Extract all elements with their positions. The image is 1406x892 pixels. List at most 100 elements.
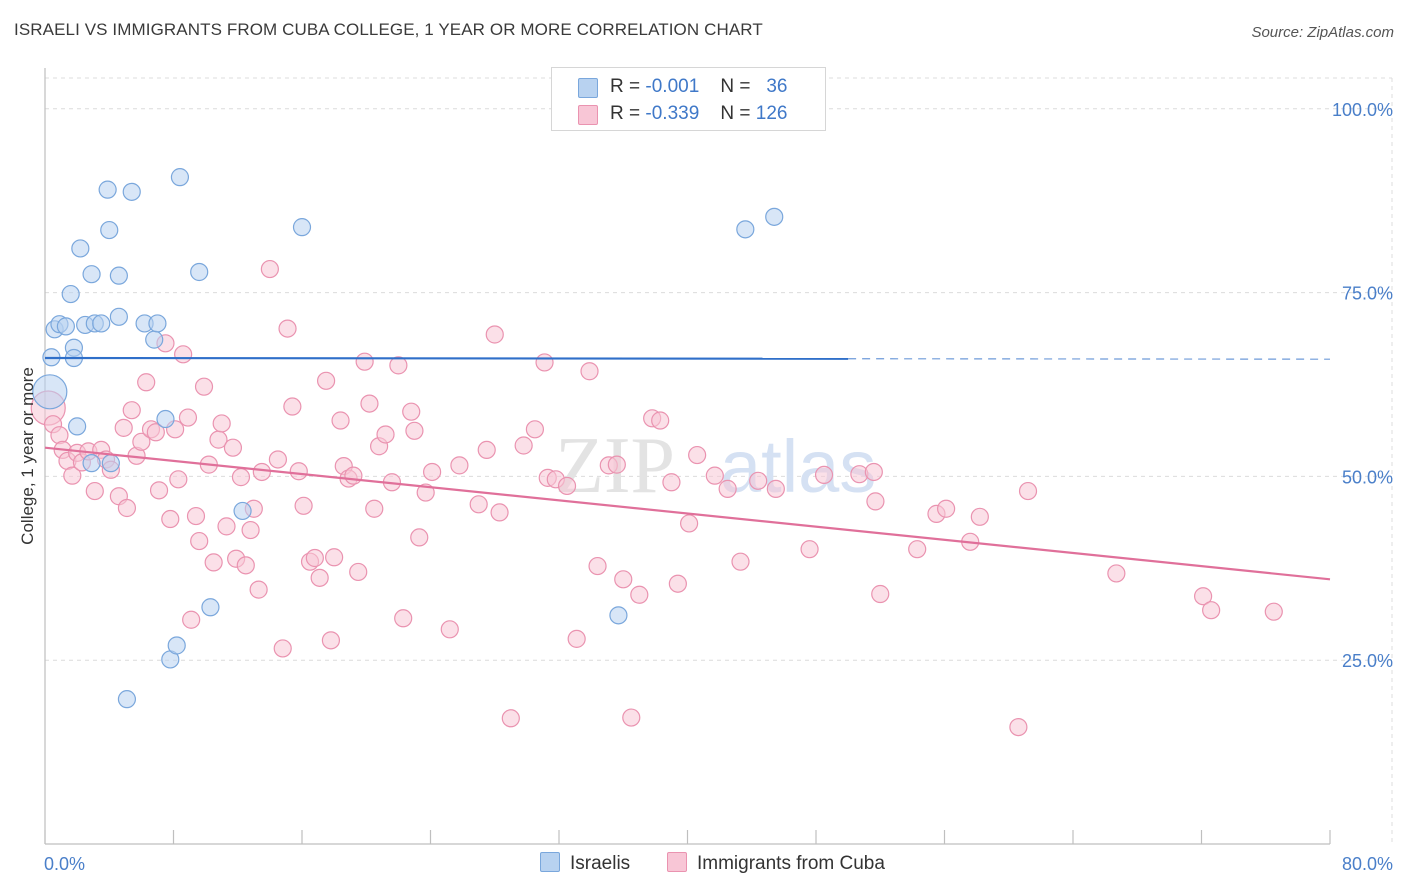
cuba-point [1107,564,1126,583]
cuba-point [405,421,424,440]
cuba-point [501,709,520,728]
israelis-point [201,598,220,617]
israelis-trend-line [44,356,849,360]
cuba-point [718,479,737,498]
cuba-point [450,456,469,475]
cuba-point [416,483,435,502]
israelis-point [109,266,128,285]
bottom-legend-israelis[interactable]: Israelis [540,852,630,875]
y-tick-label: 25.0% [1342,651,1393,671]
cuba-point [212,414,231,433]
cuba-point [651,411,670,430]
cuba-point [525,420,545,439]
cuba-point [423,462,442,482]
cuba-point [310,568,329,587]
cuba-point [800,540,819,559]
cuba-point [252,462,271,482]
israelis-point [98,180,117,199]
cuba-point [316,371,336,390]
cuba-point [394,609,413,628]
cuba-point [355,352,374,371]
cuba-point [278,319,297,338]
israelis-point [82,454,101,473]
cuba-point [607,455,626,474]
cuba-point [122,401,141,420]
legend-r-label: R = [610,76,641,97]
cuba-point [349,562,368,582]
cuba-point [376,425,395,444]
cuba-point [182,610,201,629]
cuba-point [169,470,188,489]
cuba-point [178,408,198,427]
cuba-point [814,465,834,485]
y-tick-labels: 25.0% 50.0% 75.0% 100.0% [1332,100,1393,671]
cuba-point [410,528,429,547]
bottom-legend-cuba[interactable]: Immigrants from Cuba [667,852,885,875]
cuba-point [194,377,214,396]
cuba-point [85,481,104,501]
legend-swatch-cuba [578,105,598,125]
israelis-point [68,417,87,436]
cuba-point [132,432,151,451]
cuba-point [1202,601,1221,620]
cuba-point [289,462,308,481]
cuba-point [149,481,169,500]
israelis-point [92,314,111,333]
cuba-point [588,556,607,576]
cuba-point [249,580,268,599]
bottom-legend-label-cuba: Immigrants from Cuba [697,853,885,874]
cuba-point [1264,602,1283,621]
cuba-point [146,423,165,442]
cuba-point [294,496,313,515]
cuba-point [273,639,292,658]
cuba-point [557,476,577,496]
israelis-point [148,314,167,333]
cuba-point [937,499,956,518]
chart-title: ISRAELI VS IMMIGRANTS FROM CUBA COLLEGE,… [14,20,763,39]
series-israelis-points [32,168,784,709]
grid-lines [45,77,1393,844]
cuba-point [114,418,133,437]
israelis-point [61,284,80,304]
cuba-point [174,345,193,364]
cuba-point [614,570,633,589]
cuba-point [477,440,496,460]
cuba-point [305,548,324,568]
israelis-point [109,307,128,326]
legend-r-value-israelis: -0.001 [645,76,700,97]
cuba-point [331,411,350,430]
cuba-point [186,506,206,526]
y-tick-label: 50.0% [1342,467,1393,487]
legend-n-value-israelis: 36 [766,76,788,97]
cuba-point [1194,587,1213,606]
cuba-point [161,509,180,529]
series-cuba-points [30,259,1283,737]
cuba-point [268,450,288,469]
legend-n-value-cuba: 126 [755,103,788,124]
cuba-point [622,708,641,727]
cuba-point [749,471,768,490]
cuba-point [705,466,724,485]
israelis-point [100,220,119,240]
israelis-point [82,265,101,284]
israelis-point [145,330,164,349]
cuba-point [970,507,989,526]
legend-n-label: N = [720,76,751,97]
cuba-point [137,373,156,392]
cuba-point [908,540,927,559]
israelis-point [736,220,755,239]
y-tick-label: 100.0% [1332,100,1393,120]
legend-r-value-cuba: -0.339 [645,103,700,124]
cuba-point [580,362,599,381]
cuba-point [117,498,137,518]
cuba-point [360,394,379,413]
source-label: Source: ZipAtlas.com [1251,24,1394,41]
trend-lines [44,356,1331,581]
cuba-point [440,620,459,639]
cuba-point [365,499,384,518]
legend-r-label: R = [610,103,641,124]
cuba-point [485,325,504,344]
israelis-point [71,239,90,258]
cuba-point [731,552,750,571]
cuba-point [567,629,586,648]
